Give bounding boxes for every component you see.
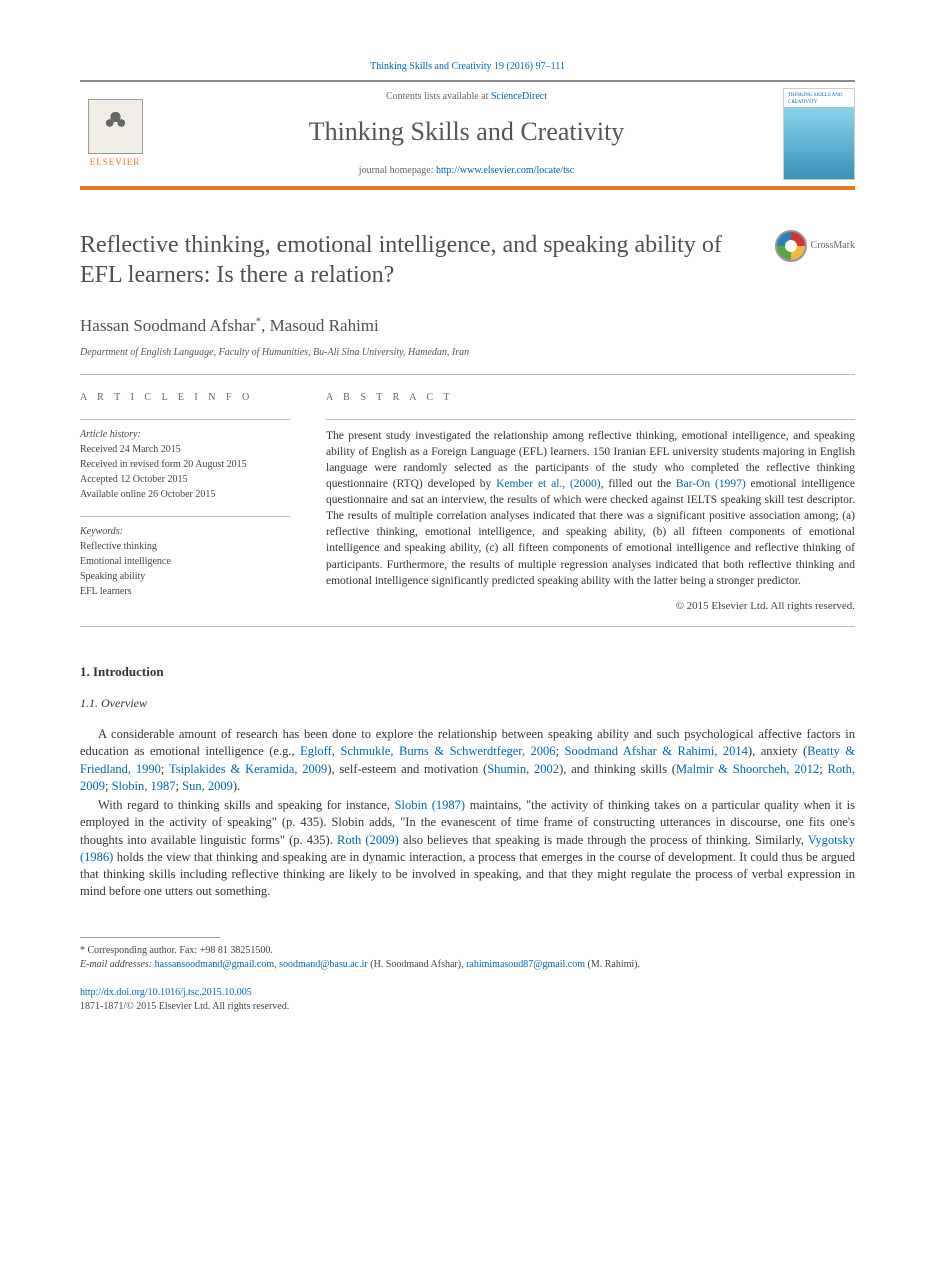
author-list: Hassan Soodmand Afshar*, Masoud Rahimi xyxy=(80,314,855,338)
author-2: Masoud Rahimi xyxy=(270,316,379,335)
ref-malmir[interactable]: Malmir & Shoorcheh, 2012 xyxy=(676,762,819,776)
publisher-name: ELSEVIER xyxy=(90,156,141,169)
keyword-2: Emotional intelligence xyxy=(80,555,290,569)
homepage-line: journal homepage: http://www.elsevier.co… xyxy=(150,164,783,178)
received-date: Received 24 March 2015 xyxy=(80,443,290,457)
ref-kember[interactable]: Kember et al., (2000) xyxy=(496,478,601,490)
info-rule xyxy=(80,419,290,420)
author-1: Hassan Soodmand Afshar xyxy=(80,316,256,335)
issn-copyright: 1871-1871/© 2015 Elsevier Ltd. All right… xyxy=(80,1000,855,1014)
email-2[interactable]: soodmand@basu.ac.ir xyxy=(279,959,368,970)
affiliation: Department of English Language, Faculty … xyxy=(80,346,855,360)
journal-cover-thumb: THINKING SKILLS AND CREATIVITY xyxy=(783,88,855,180)
keywords-block: Keywords: Reflective thinking Emotional … xyxy=(80,516,290,599)
title-row: Reflective thinking, emotional intellige… xyxy=(80,230,855,290)
keywords-label: Keywords: xyxy=(80,525,290,539)
ref-slobin[interactable]: Slobin, 1987 xyxy=(112,779,176,793)
header-center: Contents lists available at ScienceDirec… xyxy=(150,90,783,178)
author-sep: , xyxy=(261,316,270,335)
corresponding-author-note: * Corresponding author. Fax: +98 81 3825… xyxy=(80,944,855,958)
section-1-heading: 1. Introduction xyxy=(80,663,855,681)
keywords-rule xyxy=(80,516,290,517)
contents-available-line: Contents lists available at ScienceDirec… xyxy=(150,90,783,104)
homepage-prefix: journal homepage: xyxy=(359,165,436,176)
abstract-heading: A B S T R A C T xyxy=(326,391,855,405)
accepted-date: Accepted 12 October 2015 xyxy=(80,473,290,487)
history-label: Article history: xyxy=(80,428,290,442)
revised-date: Received in revised form 20 August 2015 xyxy=(80,458,290,472)
crossmark-label: CrossMark xyxy=(811,239,855,253)
keyword-4: EFL learners xyxy=(80,585,290,599)
ref-egloff[interactable]: Egloff, Schmukle, Burns & Schwerdtfeger,… xyxy=(300,744,555,758)
contents-prefix: Contents lists available at xyxy=(386,91,491,102)
homepage-link[interactable]: http://www.elsevier.com/locate/tsc xyxy=(436,165,574,176)
info-abstract-row: A R T I C L E I N F O Article history: R… xyxy=(80,391,855,614)
article-info-heading: A R T I C L E I N F O xyxy=(80,391,290,405)
ref-tsiplakides[interactable]: Tsiplakides & Keramida, 2009 xyxy=(169,762,327,776)
ref-soodmand[interactable]: Soodmand Afshar & Rahimi, 2014 xyxy=(565,744,748,758)
online-date: Available online 26 October 2015 xyxy=(80,488,290,502)
email-3[interactable]: rahimimasoud87@gmail.com xyxy=(466,959,585,970)
abstract-rule xyxy=(326,419,855,420)
page-container: Thinking Skills and Creativity 19 (2016)… xyxy=(0,0,935,1054)
keyword-3: Speaking ability xyxy=(80,570,290,584)
footnote-rule xyxy=(80,937,220,938)
ref-slobin-1987[interactable]: Slobin (1987) xyxy=(395,798,466,812)
intro-para-2: With regard to thinking skills and speak… xyxy=(80,797,855,901)
cover-thumb-title: THINKING SKILLS AND CREATIVITY xyxy=(788,92,854,106)
doi-block: http://dx.doi.org/10.1016/j.tsc.2015.10.… xyxy=(80,986,855,1014)
section-1-1-heading: 1.1. Overview xyxy=(80,695,855,712)
sciencedirect-link[interactable]: ScienceDirect xyxy=(491,91,547,102)
ref-shumin[interactable]: Shumin, 2002 xyxy=(487,762,559,776)
abstract-copyright: © 2015 Elsevier Ltd. All rights reserved… xyxy=(326,599,855,614)
ref-baron[interactable]: Bar-On (1997) xyxy=(676,478,746,490)
ref-sun[interactable]: Sun, 2009 xyxy=(182,779,233,793)
email-label: E-mail addresses: xyxy=(80,959,155,970)
abstract-text: The present study investigated the relat… xyxy=(326,428,855,589)
ref-roth-2009[interactable]: Roth (2009) xyxy=(337,833,399,847)
crossmark-badge[interactable]: CrossMark xyxy=(775,230,855,262)
divider-above-info xyxy=(80,374,855,375)
email-line: E-mail addresses: hassansoodmand@gmail.c… xyxy=(80,958,855,972)
crossmark-icon xyxy=(775,230,807,262)
doi-link[interactable]: http://dx.doi.org/10.1016/j.tsc.2015.10.… xyxy=(80,987,252,998)
running-citation: Thinking Skills and Creativity 19 (2016)… xyxy=(80,60,855,74)
journal-title: Thinking Skills and Creativity xyxy=(150,114,783,150)
journal-header: ELSEVIER Contents lists available at Sci… xyxy=(80,82,855,190)
intro-para-1: A considerable amount of research has be… xyxy=(80,726,855,795)
publisher-logo: ELSEVIER xyxy=(80,94,150,174)
article-title: Reflective thinking, emotional intellige… xyxy=(80,230,775,290)
elsevier-tree-icon xyxy=(88,99,143,154)
article-info-column: A R T I C L E I N F O Article history: R… xyxy=(80,391,290,614)
email-1[interactable]: hassansoodmand@gmail.com xyxy=(155,959,274,970)
keyword-1: Reflective thinking xyxy=(80,540,290,554)
abstract-column: A B S T R A C T The present study invest… xyxy=(326,391,855,614)
divider-below-abstract xyxy=(80,626,855,627)
